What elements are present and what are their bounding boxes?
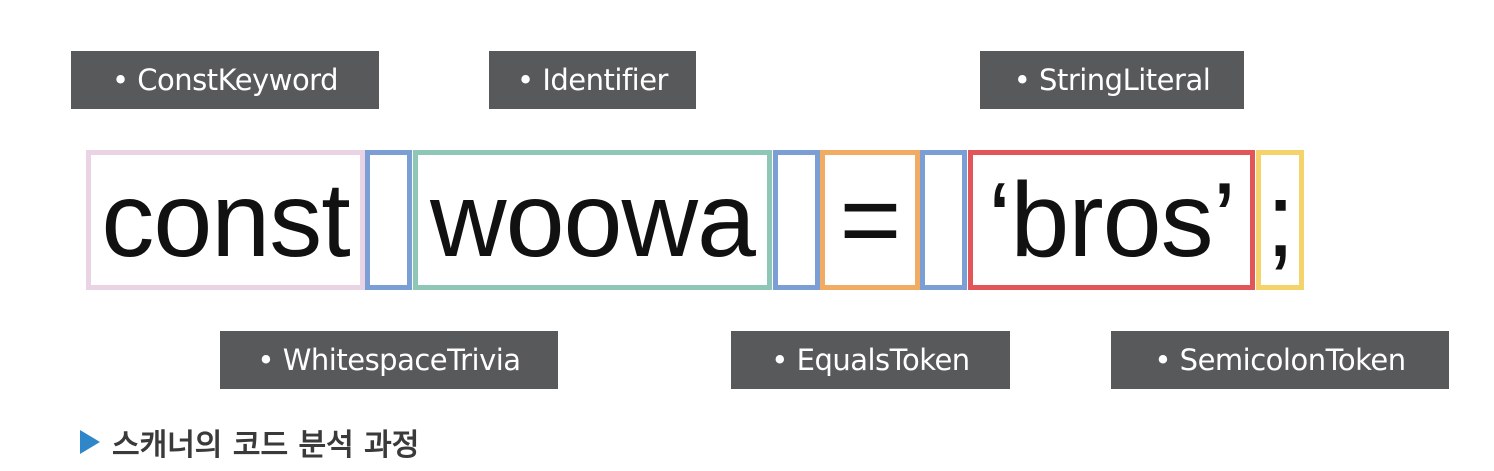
token-text-semicolon: ; xyxy=(1265,160,1295,279)
play-triangle-icon xyxy=(80,430,100,454)
label-string-literal: • StringLiteral xyxy=(980,51,1244,109)
label-identifier: • Identifier xyxy=(489,51,696,109)
token-equals: = xyxy=(820,150,920,290)
token-text-bros: ‘bros’ xyxy=(987,160,1236,279)
label-const-keyword: • ConstKeyword xyxy=(71,51,379,109)
label-semicolon-token: • SemicolonToken xyxy=(1111,331,1449,389)
token-text-const: const xyxy=(101,160,350,279)
token-identifier: woowa xyxy=(413,150,772,290)
label-equals-token: • EqualsToken xyxy=(731,331,1010,389)
token-whitespace-1 xyxy=(365,150,412,290)
token-text-woowa: woowa xyxy=(430,160,756,279)
token-whitespace-2 xyxy=(773,150,820,290)
token-whitespace-3 xyxy=(920,150,967,290)
token-semicolon: ; xyxy=(1256,150,1304,290)
caption-text: 스캐너의 코드 분석 과정 xyxy=(112,428,420,463)
token-text-equals: = xyxy=(839,160,902,279)
token-const-keyword: const xyxy=(86,150,365,290)
figure-caption: 스캐너의 코드 분석 과정 xyxy=(80,418,419,466)
token-string-literal: ‘bros’ xyxy=(968,150,1255,290)
label-whitespace-trivia: • WhitespaceTrivia xyxy=(220,331,558,389)
